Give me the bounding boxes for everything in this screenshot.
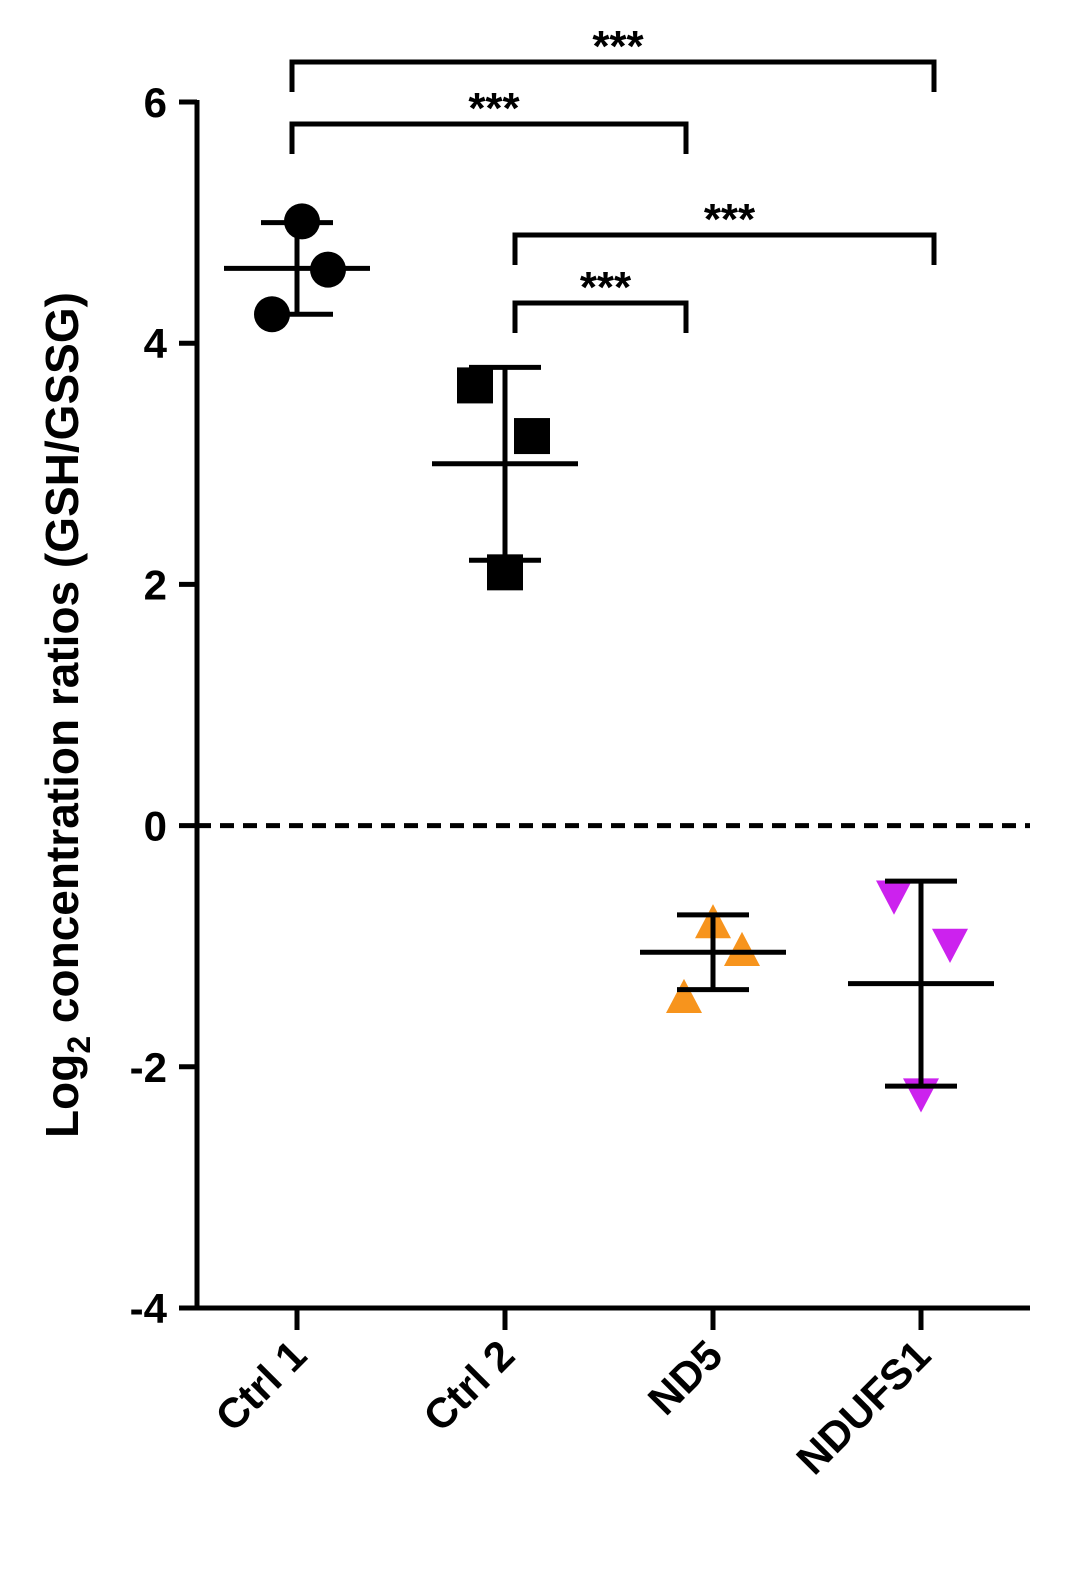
- point: [457, 367, 493, 404]
- x-tick-label: Ctrl 2: [414, 1331, 523, 1440]
- significance-label: ***: [592, 22, 644, 71]
- y-label-rest: concentration ratios (GSH/GSSG): [36, 292, 88, 1036]
- y-tick-label: 4: [144, 320, 168, 367]
- point: [932, 928, 968, 963]
- x-tick-label: Ctrl 1: [206, 1331, 315, 1440]
- significance-label: ***: [580, 263, 632, 312]
- significance-bracket: [512, 300, 689, 333]
- x-tick-label: ND5: [639, 1331, 732, 1424]
- significance-label: ***: [468, 84, 520, 133]
- point: [724, 931, 760, 967]
- point: [514, 418, 550, 455]
- y-tick-label: 0: [144, 803, 167, 850]
- y-label-sub: 2: [61, 1036, 97, 1054]
- significance-label: ***: [704, 195, 756, 244]
- significance-bracket: [289, 121, 689, 154]
- point: [876, 880, 912, 915]
- y-label-main: Log: [36, 1054, 88, 1138]
- y-tick-label: 6: [144, 79, 167, 126]
- y-tick-label: -4: [130, 1285, 168, 1332]
- x-tick-label: NDUFS1: [787, 1331, 939, 1483]
- y-tick-label: 2: [144, 561, 167, 608]
- y-tick-label: -2: [130, 1044, 167, 1091]
- significance-bracket: [289, 59, 937, 92]
- significance-bracket: [512, 232, 937, 265]
- y-axis-label: Log2 concentration ratios (GSH/GSSG): [36, 292, 97, 1138]
- point: [666, 978, 702, 1014]
